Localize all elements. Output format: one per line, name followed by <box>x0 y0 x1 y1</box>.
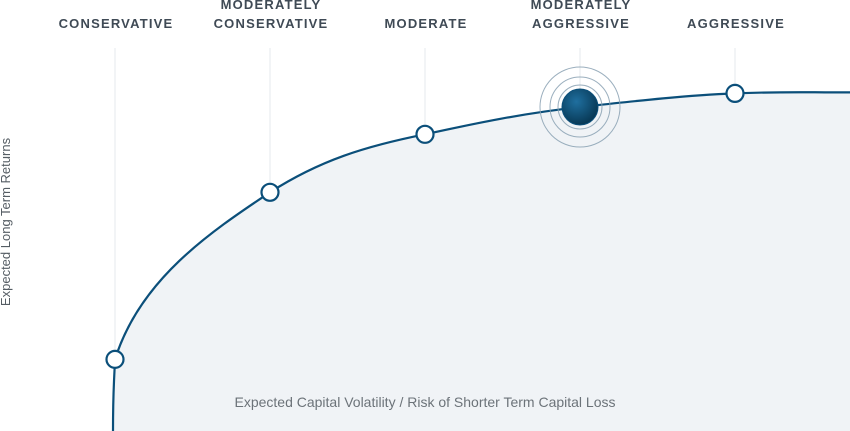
selected-halo-ring <box>549 76 611 138</box>
category-label: AGGRESSIVE <box>687 16 785 31</box>
data-point <box>725 83 745 104</box>
category-label: AGGRESSIVE <box>532 16 630 31</box>
area-fill <box>113 92 850 431</box>
data-point <box>415 124 435 144</box>
category-label: CONSERVATIVE <box>214 16 329 31</box>
data-point <box>105 349 125 369</box>
category-label: MODERATELY <box>221 0 322 12</box>
selected-halo-ring <box>557 84 603 130</box>
data-point <box>260 182 280 202</box>
category-label: MODERATE <box>384 16 467 31</box>
category-label: CONSERVATIVE <box>59 16 174 31</box>
y-axis-label: Expected Long Term Returns <box>0 137 13 306</box>
x-axis-label: Expected Capital Volatility / Risk of Sh… <box>234 394 615 410</box>
selected-halo-ring <box>539 66 621 148</box>
category-label: MODERATELY <box>531 0 632 12</box>
selected-point <box>561 88 599 126</box>
